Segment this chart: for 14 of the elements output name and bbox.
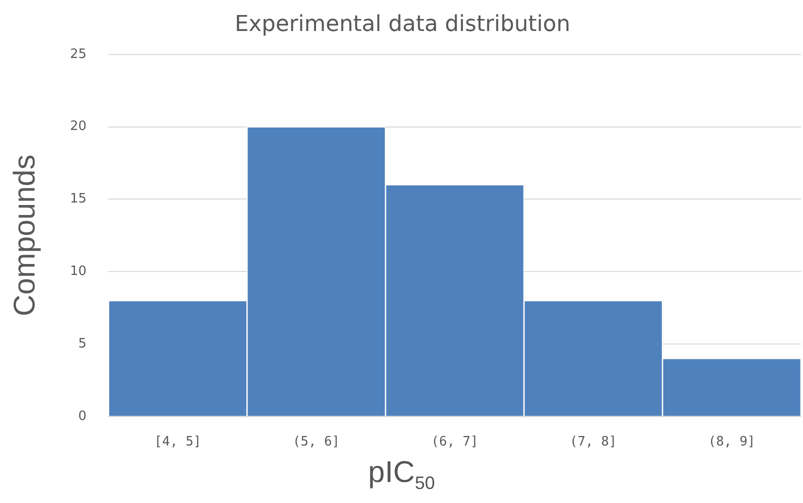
x-tick-label: (8, 9] [708, 434, 756, 450]
y-tick-label: 5 [78, 336, 87, 352]
y-tick-label: 15 [70, 192, 87, 207]
y-axis-title: Compounds [8, 154, 42, 316]
x-axis-title: pIC$_{50}$ [367, 456, 436, 494]
y-tick-label: 0 [78, 408, 87, 424]
y-tick-label: 25 [70, 46, 87, 62]
chart-title: Experimental data distribution [234, 12, 570, 37]
x-tick-label: (5, 6] [292, 434, 340, 450]
x-tick-label: [4, 5] [154, 434, 202, 450]
x-tick-label: (7, 8] [570, 434, 617, 450]
y-tick-label: 10 [70, 264, 87, 279]
x-tick-label: (6, 7] [431, 434, 478, 450]
y-tick-label: 20 [70, 119, 87, 134]
